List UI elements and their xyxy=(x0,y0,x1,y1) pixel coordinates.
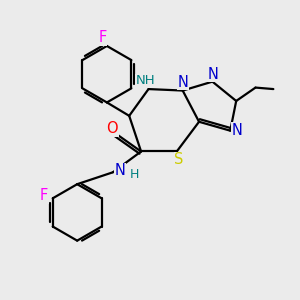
Text: S: S xyxy=(174,152,184,167)
Text: H: H xyxy=(130,168,139,181)
Text: N: N xyxy=(115,163,126,178)
Text: F: F xyxy=(40,188,48,203)
Text: F: F xyxy=(98,30,106,45)
Text: N: N xyxy=(208,67,218,82)
Text: NH: NH xyxy=(136,74,155,87)
Text: N: N xyxy=(231,123,242,138)
Text: O: O xyxy=(106,121,118,136)
Text: H: H xyxy=(137,75,147,88)
Text: N: N xyxy=(178,75,189,90)
